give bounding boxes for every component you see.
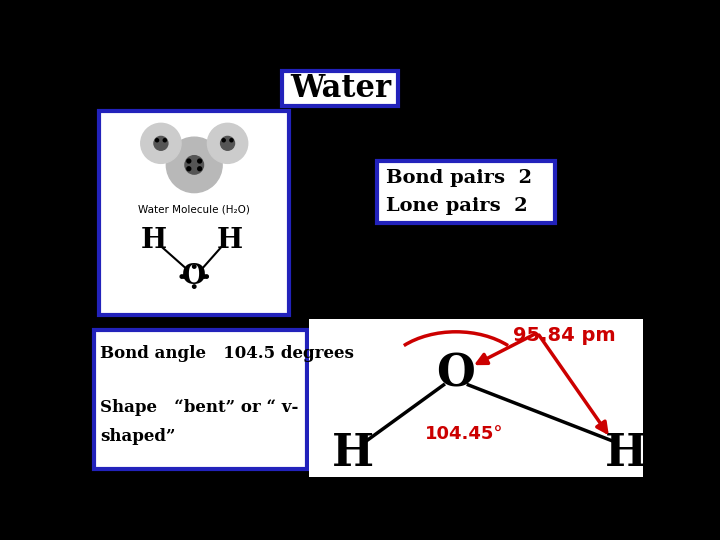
Text: 104.45°: 104.45° [425,425,503,443]
FancyBboxPatch shape [282,71,398,106]
Circle shape [192,285,196,288]
Text: H: H [217,227,243,254]
Circle shape [222,139,225,142]
Text: Lone pairs  2: Lone pairs 2 [386,197,528,215]
Text: Bond pairs  2: Bond pairs 2 [386,169,532,187]
FancyBboxPatch shape [377,161,555,222]
Circle shape [220,137,235,150]
FancyBboxPatch shape [310,319,642,477]
Text: Water Molecule (H₂O): Water Molecule (H₂O) [138,205,250,214]
Circle shape [180,275,184,278]
Text: shaped”: shaped” [100,428,176,445]
FancyBboxPatch shape [99,111,289,315]
Circle shape [166,137,222,193]
Circle shape [154,137,168,150]
Circle shape [198,159,202,163]
Text: H: H [605,431,647,475]
Circle shape [182,275,186,278]
FancyBboxPatch shape [94,330,307,469]
Text: Shape   “bent” or “ v-: Shape “bent” or “ v- [100,399,299,416]
Circle shape [207,123,248,164]
Circle shape [230,139,233,142]
Circle shape [163,139,166,142]
Circle shape [187,159,191,163]
Circle shape [202,275,206,278]
Circle shape [156,139,158,142]
Circle shape [187,167,191,171]
Text: O: O [436,353,475,396]
Text: Water: Water [289,73,391,104]
Text: Bond angle   104.5 degrees: Bond angle 104.5 degrees [100,345,354,362]
Text: 95.84 pm: 95.84 pm [513,326,616,346]
Circle shape [185,156,204,174]
Text: H: H [140,227,166,254]
Text: H: H [332,431,374,475]
Text: O: O [182,263,207,290]
Circle shape [192,265,196,268]
Circle shape [205,275,208,278]
Circle shape [198,167,202,171]
Circle shape [141,123,181,164]
